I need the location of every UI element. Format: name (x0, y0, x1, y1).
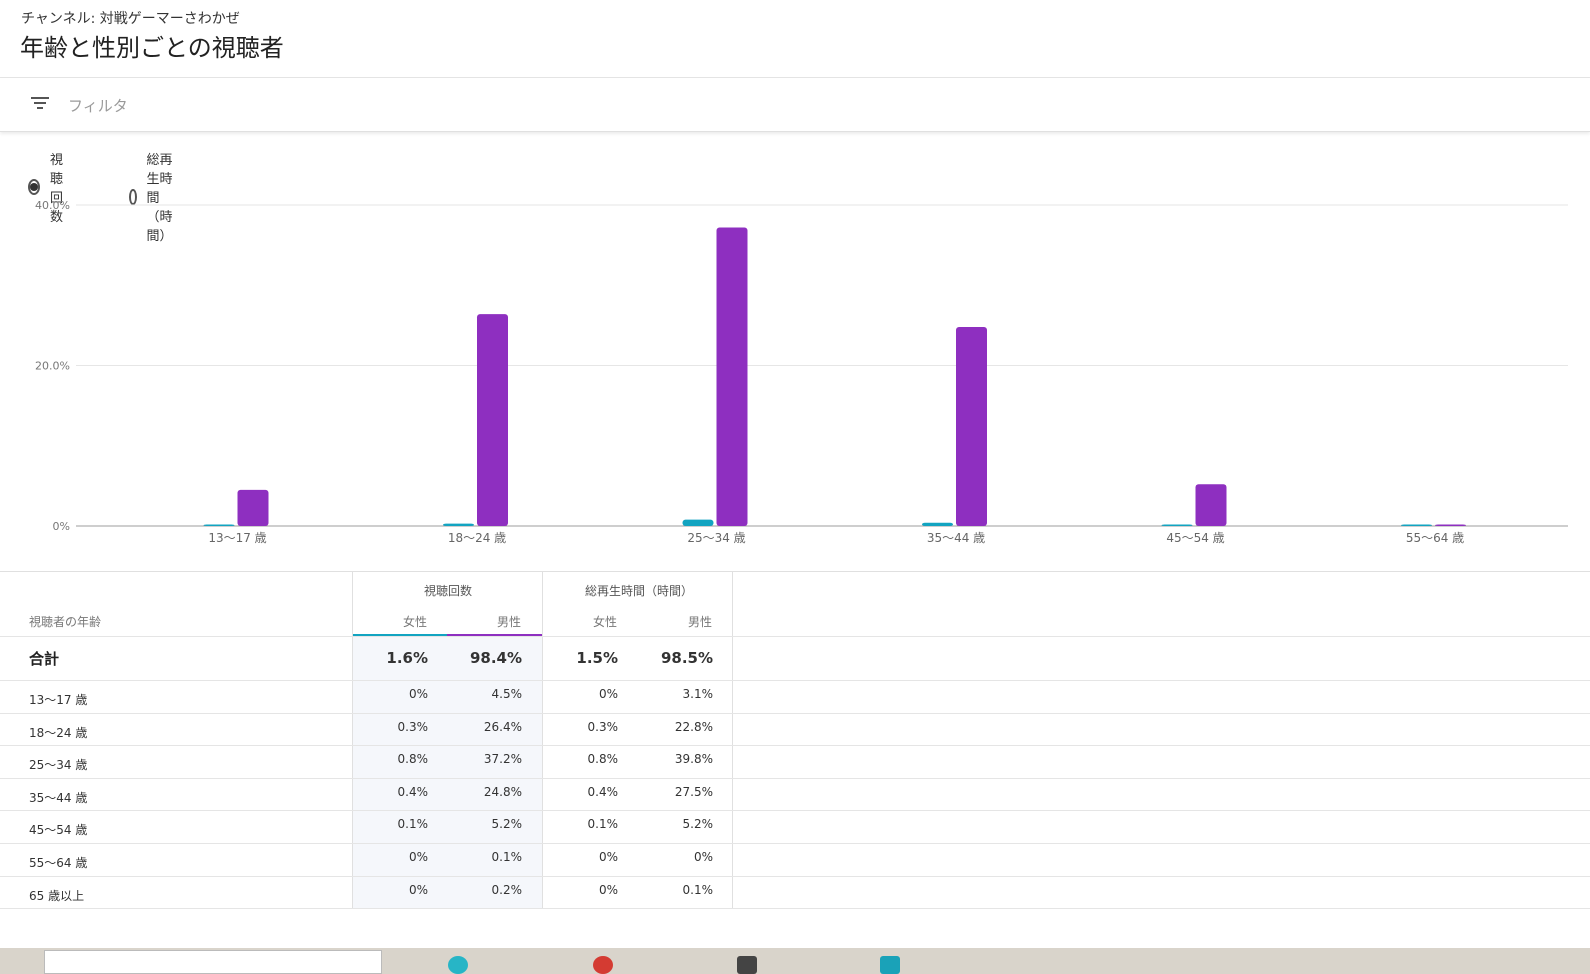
row-watch-male: 3.1% (682, 687, 714, 701)
row-views-female: 0.3% (397, 719, 429, 734)
bar-male (956, 326, 987, 526)
bar-female (1161, 524, 1193, 526)
row-watch-male: 5.2% (682, 817, 714, 832)
taskbar-search[interactable] (44, 950, 382, 974)
bar-female (203, 524, 235, 526)
radio-views[interactable]: 視聴回数 (28, 149, 67, 225)
app-icon-teal[interactable] (880, 956, 900, 974)
row-views-male: 24.8% (483, 784, 522, 799)
row-watch-male: 22.8% (674, 719, 713, 734)
table-row[interactable]: 25〜34 歳 0.8% 37.2% 0.8% 39.8% (0, 746, 1590, 779)
row-views-female: 0% (408, 687, 428, 701)
bar-male (1435, 524, 1466, 526)
table-row[interactable]: 35〜44 歳 0.4% 24.8% 0.4% 27.5% (0, 779, 1590, 812)
table-row[interactable]: 65 歳以上 0% 0.2% 0% 0.1% (0, 877, 1590, 910)
header-watch-female[interactable]: 女性 (593, 615, 618, 629)
x-tick-label: 25〜34 歳 (687, 531, 745, 545)
table-row[interactable]: 18〜24 歳 0.3% 26.4% 0.3% 22.8% (0, 714, 1590, 747)
chrome-icon[interactable] (593, 956, 613, 974)
row-watch-female: 0.4% (587, 784, 619, 799)
row-age-label: 55〜64 歳 (29, 856, 88, 870)
bar-male (237, 489, 269, 526)
row-watch-male: 0% (693, 850, 713, 864)
row-age-label: 45〜54 歳 (29, 823, 88, 838)
row-views-male: 26.4% (483, 719, 522, 734)
header-views-male[interactable]: 男性 (497, 615, 522, 629)
row-views-male: 37.2% (483, 752, 522, 767)
row-age-label: 18〜24 歳 (29, 725, 88, 740)
row-age-label: 35〜44 歳 (29, 790, 88, 805)
header-views-female[interactable]: 女性 (403, 615, 428, 629)
radio-watch-time-circle[interactable] (129, 188, 137, 205)
bar-male (1195, 484, 1227, 526)
row-views-male: 4.5% (491, 687, 523, 701)
radio-views-label: 視聴回数 (50, 153, 64, 225)
row-age-label: 65 歳以上 (29, 888, 85, 903)
row-watch-male: 39.8% (674, 752, 713, 767)
radio-views-circle[interactable] (28, 179, 40, 195)
filter-input[interactable]: フィルタ (68, 97, 128, 115)
radio-watch-time-label: 総再生時間（時間） (146, 153, 173, 244)
header-watch-male[interactable]: 男性 (688, 615, 713, 629)
app-icon[interactable] (448, 956, 468, 974)
header-watch-time: 総再生時間（時間） (585, 584, 694, 598)
total-label: 合計 (29, 650, 60, 668)
y-tick-label: 0% (53, 520, 70, 533)
row-watch-male: 0.1% (682, 882, 714, 897)
bar-male (716, 227, 748, 526)
row-views-male: 0.1% (491, 850, 523, 864)
radio-watch-time[interactable]: 総再生時間（時間） (129, 149, 181, 244)
row-views-female: 0% (408, 850, 428, 864)
page-header: チャンネル: 対戦ゲーマーさわかぜ 年齢と性別ごとの視聴者 (0, 0, 1590, 78)
x-tick-label: 55〜64 歳 (1406, 531, 1464, 545)
row-watch-female: 0.8% (587, 752, 619, 767)
header-age: 視聴者の年齢 (29, 615, 102, 629)
row-watch-female: 0% (598, 687, 618, 701)
x-tick-label: 13〜17 歳 (208, 531, 266, 545)
bar-female (1401, 524, 1432, 526)
row-age-label: 13〜17 歳 (29, 693, 88, 707)
row-watch-female: 0.1% (587, 817, 619, 832)
row-watch-female: 0.3% (587, 719, 619, 734)
bar-female (682, 519, 714, 526)
row-views-female: 0.4% (397, 784, 429, 799)
row-views-male: 0.2% (491, 882, 523, 897)
y-tick-label: 40.0% (35, 199, 70, 212)
table-row[interactable]: 55〜64 歳 0% 0.1% 0% 0% (0, 844, 1590, 877)
total-views-female: 1.6% (386, 649, 428, 667)
x-tick-label: 18〜24 歳 (448, 531, 506, 545)
x-tick-label: 45〜54 歳 (1166, 531, 1224, 545)
header-views: 視聴回数 (424, 584, 473, 598)
page-title: 年齢と性別ごとの視聴者 (20, 34, 284, 62)
female-color-bar (353, 634, 447, 637)
row-watch-female: 0% (598, 850, 618, 864)
channel-name: チャンネル: 対戦ゲーマーさわかぜ (21, 11, 240, 27)
total-watch-female: 1.5% (576, 649, 618, 667)
bar-male (477, 314, 508, 526)
row-watch-female: 0% (598, 882, 618, 897)
table-row[interactable]: 13〜17 歳 0% 4.5% 0% 3.1% (0, 681, 1590, 714)
views-column-shade (353, 637, 542, 908)
row-views-female: 0.8% (397, 752, 429, 767)
row-watch-male: 27.5% (674, 784, 713, 799)
row-views-female: 0% (408, 882, 428, 897)
app-icon-dark[interactable] (737, 956, 757, 974)
bar-female (922, 522, 953, 526)
row-views-male: 5.2% (491, 817, 523, 832)
bar-female (443, 523, 474, 526)
total-views-male: 98.4% (469, 649, 522, 667)
row-age-label: 25〜34 歳 (29, 758, 88, 773)
table-row[interactable]: 45〜54 歳 0.1% 5.2% 0.1% 5.2% (0, 811, 1590, 844)
total-watch-male: 98.5% (660, 649, 713, 667)
row-views-female: 0.1% (397, 817, 429, 832)
taskbar (0, 948, 1590, 974)
y-tick-label: 20.0% (35, 360, 70, 373)
x-tick-label: 35〜44 歳 (927, 531, 985, 545)
age-gender-bar-chart: 0% 20.0% 40.0% 13〜17 歳 18〜24 歳 25〜34 歳 35〜44 歳… (35, 199, 1568, 545)
filter-icon[interactable] (31, 97, 49, 111)
male-color-bar (447, 634, 542, 637)
demographics-table: 視聴回数 総再生時間（時間） 視聴者の年齢 女性 男性 女性 男性 合計 1.6… (0, 571, 1590, 910)
filter-bar[interactable]: フィルタ (0, 78, 1590, 132)
